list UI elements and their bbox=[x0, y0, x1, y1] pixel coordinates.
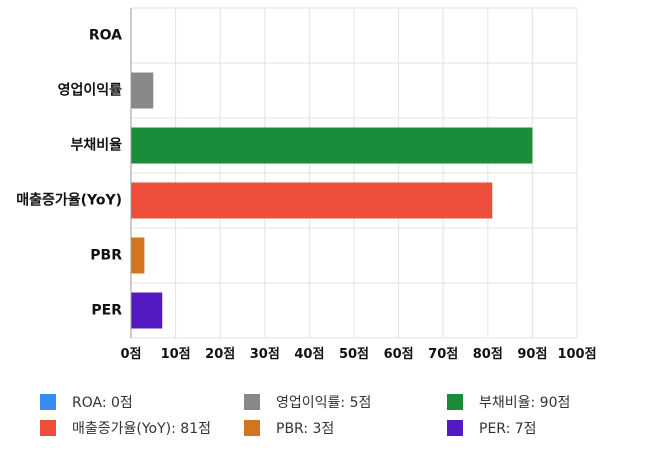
legend-label-pbr: PBR: 3점 bbox=[276, 421, 335, 437]
legend-swatch-debt-ratio bbox=[447, 394, 463, 410]
bar-1 bbox=[131, 72, 154, 109]
legend-label-debt-ratio: 부채비율: 90점 bbox=[479, 395, 571, 411]
category-label: 매출증가율(YoY) bbox=[16, 192, 122, 209]
bar-5 bbox=[131, 292, 163, 329]
x-tick-label: 10점 bbox=[161, 347, 191, 362]
legend-item-pbr[interactable]: PBR: 3점 bbox=[244, 418, 334, 438]
x-tick-label: 70점 bbox=[428, 347, 458, 362]
category-label: 부채비율 bbox=[70, 137, 122, 154]
legend-swatch-revenue-growth bbox=[40, 420, 56, 436]
bar-4 bbox=[131, 237, 145, 274]
x-tick-label: 90점 bbox=[517, 347, 547, 362]
legend-item-revenue-growth[interactable]: 매출증가율(YoY): 81점 bbox=[40, 418, 211, 438]
legend-item-per[interactable]: PER: 7점 bbox=[447, 418, 537, 438]
legend-swatch-operating-margin bbox=[244, 394, 260, 410]
legend-label-per: PER: 7점 bbox=[479, 421, 537, 437]
legend-swatch-roa bbox=[40, 394, 56, 410]
category-label: 영업이익률 bbox=[58, 82, 123, 99]
category-label: PBR bbox=[90, 248, 122, 264]
x-tick-label: 80점 bbox=[473, 347, 503, 362]
bar-2 bbox=[131, 127, 533, 164]
x-tick-label: 30점 bbox=[250, 347, 280, 362]
x-tick-label: 20점 bbox=[205, 347, 235, 362]
legend-swatch-per bbox=[447, 420, 463, 436]
category-label: ROA bbox=[89, 28, 122, 44]
x-tick-label: 60점 bbox=[384, 347, 414, 362]
category-label: PER bbox=[91, 303, 122, 319]
legend-item-operating-margin[interactable]: 영업이익률: 5점 bbox=[244, 392, 371, 412]
x-tick-label: 40점 bbox=[294, 347, 324, 362]
legend-item-roa[interactable]: ROA: 0점 bbox=[40, 392, 133, 412]
x-tick-label: 50점 bbox=[339, 347, 369, 362]
x-tick-label: 0점 bbox=[120, 347, 141, 362]
legend-label-roa: ROA: 0점 bbox=[72, 395, 133, 411]
x-tick-label: 100점 bbox=[557, 347, 596, 362]
bar-3 bbox=[131, 182, 493, 219]
legend-label-revenue-growth: 매출증가율(YoY): 81점 bbox=[72, 421, 211, 437]
legend-swatch-pbr bbox=[244, 420, 260, 436]
legend-item-debt-ratio[interactable]: 부채비율: 90점 bbox=[447, 392, 570, 412]
legend-label-operating-margin: 영업이익률: 5점 bbox=[276, 395, 372, 411]
